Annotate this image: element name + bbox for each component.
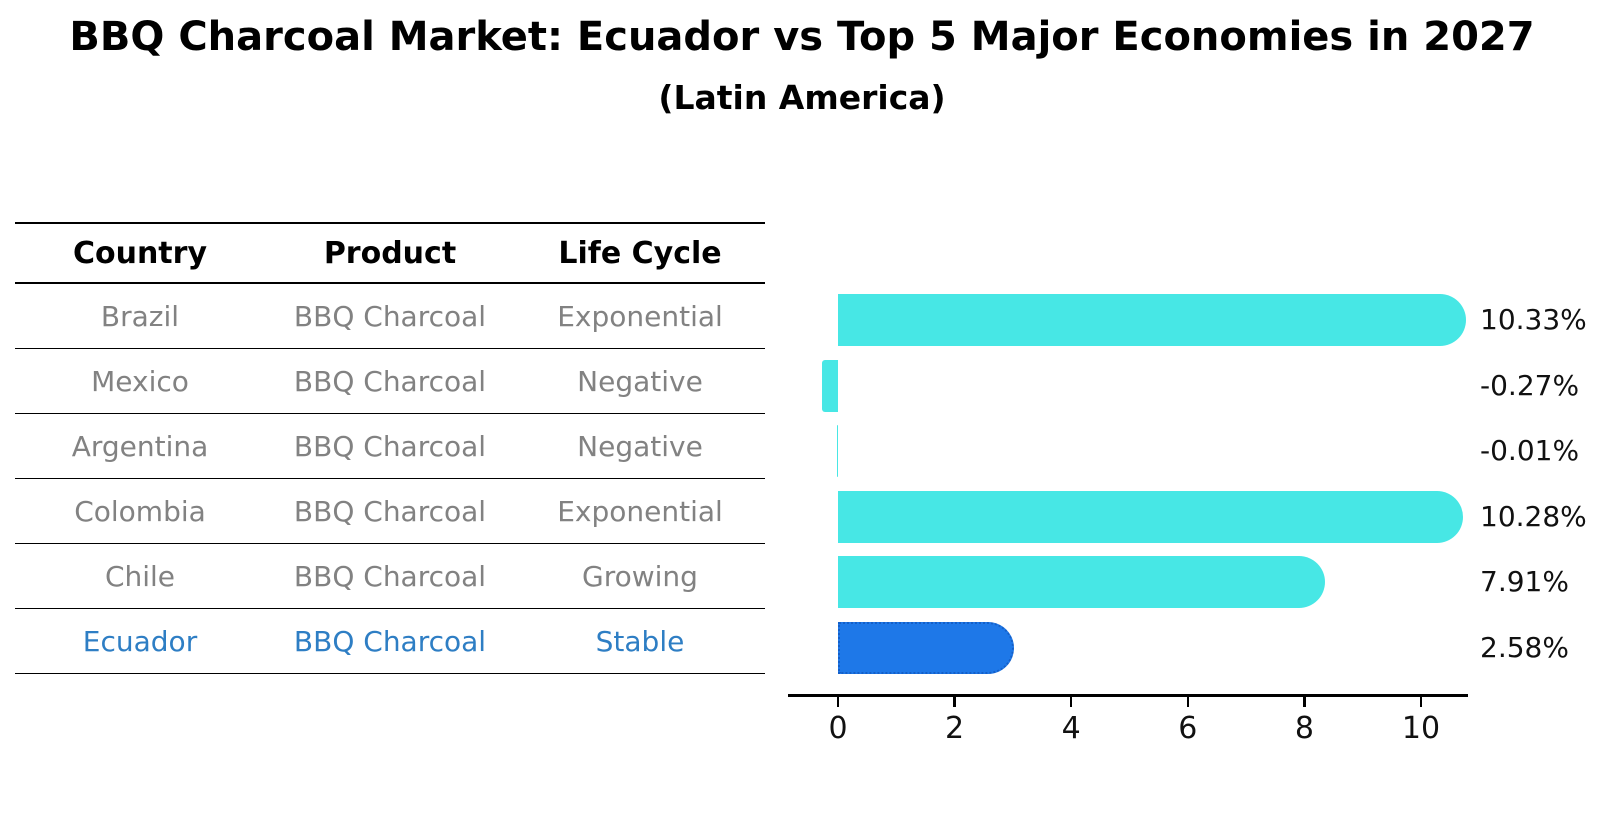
x-axis-tick	[1303, 696, 1306, 707]
bar-chile	[838, 556, 1326, 609]
value-label-colombia: 10.28%	[1480, 499, 1587, 533]
x-axis-tick-label: 6	[1178, 711, 1198, 746]
table-row: Chile BBQ Charcoal Growing	[15, 544, 765, 609]
x-axis-line	[788, 694, 1468, 697]
table-header-row: Country Product Life Cycle	[15, 224, 765, 284]
cell-product: BBQ Charcoal	[293, 559, 487, 593]
value-label-ecuador: 2.58%	[1480, 631, 1569, 664]
value-label-brazil: 10.33%	[1480, 303, 1587, 336]
bar-mexico	[822, 359, 838, 412]
cell-life-cycle: Exponential	[557, 299, 723, 333]
x-axis-tick	[1186, 696, 1189, 707]
value-label-mexico: -0.27%	[1480, 368, 1580, 402]
cell-country: Colombia	[74, 494, 206, 528]
x-axis-tick-label: 4	[1061, 711, 1081, 746]
cell-product: BBQ Charcoal	[293, 429, 487, 463]
cell-life-cycle: Growing	[582, 559, 698, 593]
page-subtitle: (Latin America)	[658, 78, 946, 117]
header-cell-product: Product	[323, 235, 457, 271]
cell-product: BBQ Charcoal	[293, 494, 487, 528]
cell-country: Mexico	[91, 364, 189, 398]
header-cell-country: Country	[72, 235, 208, 271]
x-axis-tick-label: 8	[1294, 711, 1314, 746]
x-axis-tick-label: 0	[828, 711, 848, 746]
x-axis-tick	[1070, 696, 1073, 707]
cell-life-cycle: Negative	[577, 364, 703, 398]
table-row: Ecuador BBQ Charcoal Stable	[15, 609, 765, 674]
x-axis-tick-label: 10	[1401, 711, 1441, 746]
header-cell-life-cycle: Life Cycle	[558, 235, 722, 271]
cell-product: BBQ Charcoal	[293, 299, 487, 333]
bar-ecuador	[838, 622, 1015, 674]
table-row: Brazil BBQ Charcoal Exponential	[15, 284, 765, 349]
page-title: BBQ Charcoal Market: Ecuador vs Top 5 Ma…	[69, 14, 1535, 60]
value-label-chile: 7.91%	[1480, 565, 1569, 599]
x-axis-tick	[1419, 696, 1423, 707]
bar-colombia	[838, 490, 1464, 543]
cell-life-cycle: Stable	[595, 624, 685, 658]
cell-life-cycle: Exponential	[557, 494, 723, 528]
bar-brazil	[838, 294, 1467, 346]
x-axis-tick-label: 2	[945, 711, 965, 746]
table-row: Mexico BBQ Charcoal Negative	[15, 349, 765, 414]
table-row: Colombia BBQ Charcoal Exponential	[15, 479, 765, 544]
comparison-table: Country Product Life Cycle Brazil BBQ Ch…	[15, 222, 765, 674]
cell-country: Argentina	[71, 429, 209, 463]
cell-country: Chile	[104, 559, 176, 593]
cell-country: Brazil	[100, 299, 180, 333]
table-row: Argentina BBQ Charcoal Negative	[15, 414, 765, 479]
value-label-argentina: -0.01%	[1480, 434, 1580, 468]
cell-life-cycle: Negative	[577, 429, 703, 463]
cell-product: BBQ Charcoal	[293, 624, 487, 658]
cell-product: BBQ Charcoal	[293, 364, 487, 398]
cell-country: Ecuador	[82, 624, 198, 658]
bar-argentina	[836, 425, 838, 478]
x-axis-tick	[953, 696, 956, 707]
x-axis-tick	[836, 696, 840, 707]
